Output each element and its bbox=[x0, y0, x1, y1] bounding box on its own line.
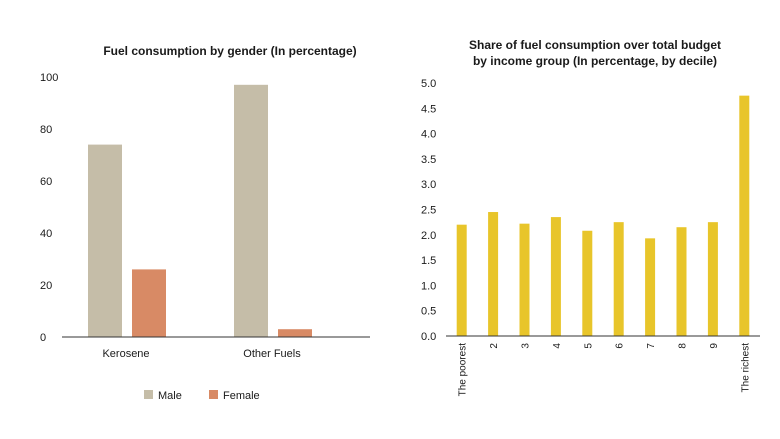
y-tick-label: 40 bbox=[40, 228, 52, 240]
y-tick-label: 5.0 bbox=[421, 78, 436, 90]
y-tick-label: 0.0 bbox=[421, 331, 436, 343]
x-tick-label: The poorest bbox=[458, 343, 469, 397]
x-tick-label: 3 bbox=[521, 343, 532, 349]
y-tick-label: 2.5 bbox=[421, 205, 436, 217]
x-tick-label: 5 bbox=[583, 343, 594, 349]
legend-label-female: Female bbox=[223, 390, 260, 402]
gender-chart-title: Fuel consumption by gender (In percentag… bbox=[103, 44, 357, 58]
bar-decile-8 bbox=[676, 227, 687, 336]
y-tick-label: 1.5 bbox=[421, 255, 436, 267]
y-tick-label: 3.5 bbox=[421, 154, 436, 166]
x-tick-label: The richest bbox=[740, 343, 751, 393]
bar-decile-4 bbox=[550, 217, 561, 336]
x-tick-label: 7 bbox=[646, 343, 657, 349]
bar-male-other-fuels bbox=[234, 84, 268, 337]
y-tick-label: 0.5 bbox=[421, 306, 436, 318]
x-tick-label: 4 bbox=[552, 343, 563, 349]
y-tick-label: 4.0 bbox=[421, 129, 436, 141]
x-tick-label: 8 bbox=[678, 343, 689, 349]
y-tick-label: 3.0 bbox=[421, 179, 436, 191]
bar-decile-10 bbox=[739, 95, 750, 337]
y-tick-label: 1.0 bbox=[421, 280, 436, 292]
x-tick-label: 2 bbox=[489, 343, 500, 349]
legend-swatch-male bbox=[144, 390, 153, 399]
bar-male-kerosene bbox=[88, 144, 122, 337]
y-tick-label: 0 bbox=[40, 332, 46, 344]
x-tick-label: Kerosene bbox=[102, 348, 149, 360]
x-tick-label: 6 bbox=[615, 343, 626, 349]
bar-decile-9 bbox=[707, 222, 718, 336]
legend-label-male: Male bbox=[158, 390, 182, 402]
bar-decile-6 bbox=[613, 222, 624, 336]
x-tick-label: Other Fuels bbox=[243, 348, 301, 360]
legend-swatch-female bbox=[209, 390, 218, 399]
bar-decile-1 bbox=[456, 224, 467, 336]
y-tick-label: 80 bbox=[40, 124, 52, 136]
income-chart-title: Share of fuel consumption over total bud… bbox=[468, 38, 721, 68]
y-tick-label: 100 bbox=[40, 72, 58, 84]
bar-decile-7 bbox=[645, 238, 656, 336]
bar-decile-5 bbox=[582, 230, 593, 336]
bar-female-kerosene bbox=[132, 269, 166, 337]
y-tick-label: 20 bbox=[40, 280, 52, 292]
y-tick-label: 4.5 bbox=[421, 103, 436, 115]
y-tick-label: 60 bbox=[40, 176, 52, 188]
bar-decile-2 bbox=[488, 212, 499, 336]
bar-decile-3 bbox=[519, 223, 530, 336]
y-tick-label: 2.0 bbox=[421, 230, 436, 242]
x-tick-label: 9 bbox=[709, 343, 720, 349]
bar-female-other-fuels bbox=[278, 329, 312, 337]
